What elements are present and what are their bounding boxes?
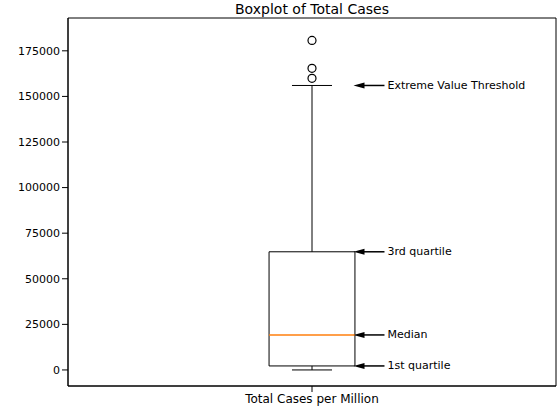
svg-text:Extreme Value Threshold: Extreme Value Threshold (387, 79, 525, 92)
svg-text:Median: Median (387, 328, 427, 341)
svg-text:25000: 25000 (25, 318, 60, 331)
svg-text:50000: 50000 (25, 273, 60, 286)
svg-text:125000: 125000 (18, 136, 60, 149)
svg-text:175000: 175000 (18, 45, 60, 58)
svg-text:150000: 150000 (18, 90, 60, 103)
svg-text:75000: 75000 (25, 227, 60, 240)
svg-text:100000: 100000 (18, 181, 60, 194)
svg-text:0: 0 (53, 364, 60, 377)
svg-text:Total Cases per Million: Total Cases per Million (244, 392, 379, 406)
svg-text:1st quartile: 1st quartile (387, 359, 450, 372)
svg-text:3rd quartile: 3rd quartile (387, 245, 451, 258)
html-text:Boxplot of Total Cases: Boxplot of Total Cases (235, 1, 389, 17)
